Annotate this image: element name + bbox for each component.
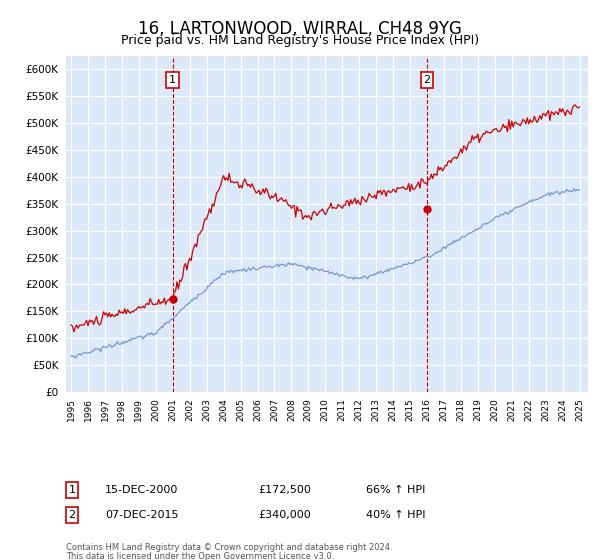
Text: This data is licensed under the Open Government Licence v3.0.: This data is licensed under the Open Gov…: [66, 552, 334, 560]
Text: 40% ↑ HPI: 40% ↑ HPI: [366, 510, 425, 520]
Text: 2: 2: [68, 510, 76, 520]
Text: 2: 2: [424, 75, 431, 85]
Text: Price paid vs. HM Land Registry's House Price Index (HPI): Price paid vs. HM Land Registry's House …: [121, 34, 479, 46]
Text: Contains HM Land Registry data © Crown copyright and database right 2024.: Contains HM Land Registry data © Crown c…: [66, 543, 392, 552]
Text: 66% ↑ HPI: 66% ↑ HPI: [366, 485, 425, 495]
Text: 1: 1: [68, 485, 76, 495]
Text: 16, LARTONWOOD, WIRRAL, CH48 9YG: 16, LARTONWOOD, WIRRAL, CH48 9YG: [138, 20, 462, 38]
Text: 15-DEC-2000: 15-DEC-2000: [105, 485, 178, 495]
Legend: 16, LARTONWOOD, WIRRAL, CH48 9YG (detached house), HPI: Average price, detached : 16, LARTONWOOD, WIRRAL, CH48 9YG (detach…: [71, 415, 415, 453]
Text: £340,000: £340,000: [258, 510, 311, 520]
Text: 1: 1: [169, 75, 176, 85]
Text: 07-DEC-2015: 07-DEC-2015: [105, 510, 179, 520]
Text: £172,500: £172,500: [258, 485, 311, 495]
